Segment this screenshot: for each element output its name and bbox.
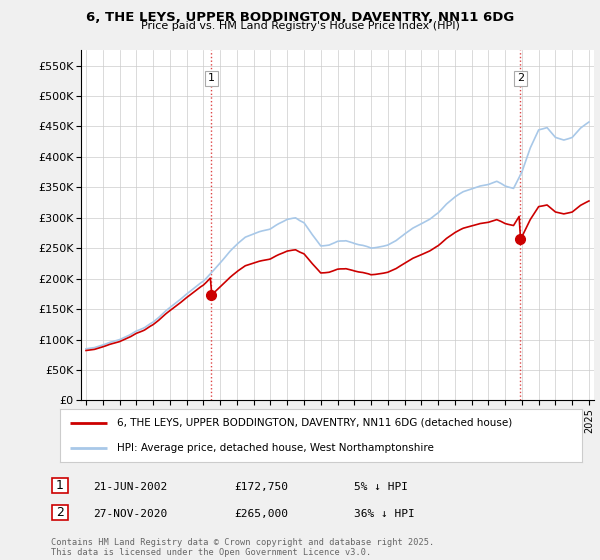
Text: £265,000: £265,000	[234, 509, 288, 519]
Text: Contains HM Land Registry data © Crown copyright and database right 2025.
This d: Contains HM Land Registry data © Crown c…	[51, 538, 434, 557]
Text: 27-NOV-2020: 27-NOV-2020	[93, 509, 167, 519]
Text: Price paid vs. HM Land Registry's House Price Index (HPI): Price paid vs. HM Land Registry's House …	[140, 21, 460, 31]
Text: 1: 1	[208, 73, 215, 83]
Text: 1: 1	[56, 479, 64, 492]
Text: 21-JUN-2002: 21-JUN-2002	[93, 482, 167, 492]
Text: HPI: Average price, detached house, West Northamptonshire: HPI: Average price, detached house, West…	[118, 443, 434, 453]
Text: £172,750: £172,750	[234, 482, 288, 492]
Text: 6, THE LEYS, UPPER BODDINGTON, DAVENTRY, NN11 6DG: 6, THE LEYS, UPPER BODDINGTON, DAVENTRY,…	[86, 11, 514, 24]
Text: 2: 2	[517, 73, 524, 83]
Text: 36% ↓ HPI: 36% ↓ HPI	[354, 509, 415, 519]
Text: 6, THE LEYS, UPPER BODDINGTON, DAVENTRY, NN11 6DG (detached house): 6, THE LEYS, UPPER BODDINGTON, DAVENTRY,…	[118, 418, 512, 428]
Text: 2: 2	[56, 506, 64, 519]
Text: 5% ↓ HPI: 5% ↓ HPI	[354, 482, 408, 492]
